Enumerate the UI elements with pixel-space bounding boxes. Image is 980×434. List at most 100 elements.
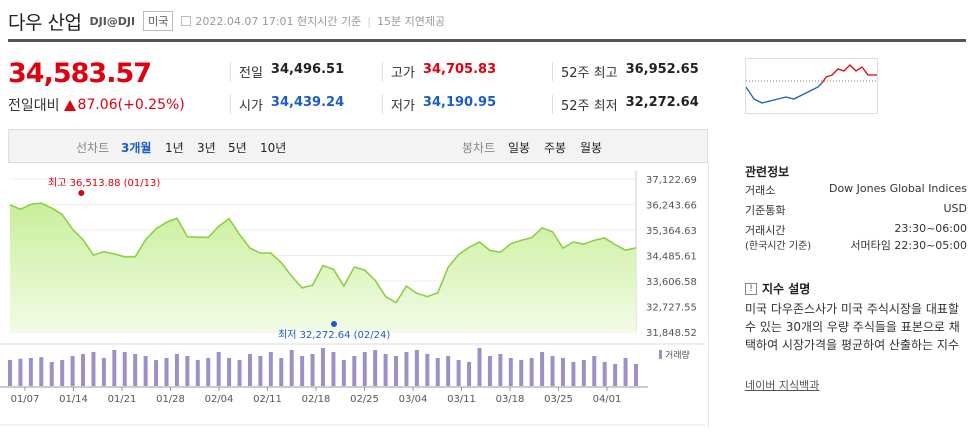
volume-bar — [592, 356, 597, 386]
chart-tabs: 선차트 3개월 1년 3년 5년 10년 봉차트 일봉 주봉 월봉 — [8, 129, 708, 163]
stat-open: 시가 34,439.24 — [230, 95, 344, 114]
tab-weekly[interactable]: 주봉 — [544, 141, 567, 155]
volume-bar — [581, 360, 586, 386]
volume-bar — [310, 354, 315, 386]
about-title: 지수 설명 — [762, 282, 811, 296]
index-name: 다우 산업 — [8, 11, 82, 34]
stat-label: 52주 최저 — [552, 95, 618, 114]
volume-bar — [425, 354, 430, 386]
source-link[interactable]: 네이버 지식백과 — [745, 379, 820, 392]
volume-bar — [195, 360, 200, 386]
high-annotation: 최고 36,513.88 (01/13) — [48, 177, 160, 189]
volume-bar — [571, 362, 576, 386]
mini-chart-svg — [745, 64, 877, 104]
volume-bar — [373, 350, 378, 386]
timestamp: 2022.04.07 17:01 현지시간 기준 | 15분 지연제공 — [181, 13, 445, 29]
stat-label: 52주 최고 — [552, 62, 618, 81]
stat-label: 전일 — [230, 62, 263, 81]
delay-notice: 15분 지연제공 — [376, 15, 446, 28]
x-tick-label: 04/01 — [593, 394, 622, 405]
time-basis: 현지시간 기준 — [297, 15, 362, 28]
volume-bar — [435, 358, 440, 386]
y-tick-label: 37,122.69 — [646, 175, 697, 186]
volume-bar — [560, 358, 565, 386]
x-tick-label: 02/04 — [205, 394, 234, 405]
volume-bar — [540, 352, 545, 386]
tab-candle-chart-label: 봉차트 — [462, 141, 496, 155]
volume-bar — [446, 356, 451, 386]
page-header: 다우 산업 DJI@DJI 미국 2022.04.07 17:01 현지시간 기… — [8, 8, 445, 34]
mini-chart[interactable] — [745, 58, 878, 114]
volume-bar — [394, 356, 399, 386]
volume-bar — [331, 352, 336, 386]
tab-monthly[interactable]: 월봉 — [580, 141, 603, 155]
high-marker — [78, 190, 85, 196]
volume-bar — [519, 360, 524, 386]
info-icon: ! — [745, 282, 757, 295]
price-area — [10, 203, 636, 332]
stat-high: 고가 34,705.83 — [382, 62, 496, 81]
datetime: 2022.04.07 17:01 — [195, 14, 294, 28]
volume-bar — [81, 354, 86, 386]
change-value: 87.06 — [77, 97, 118, 113]
about-heading: ! 지수 설명 — [745, 280, 810, 297]
tab-5year[interactable]: 5년 — [228, 141, 247, 155]
y-tick-label: 36,243.66 — [646, 201, 697, 212]
stat-52w-low: 52주 최저 32,272.64 — [552, 95, 699, 114]
volume-bar — [550, 356, 555, 386]
about-text: 미국 다우존스사가 미국 주식시장을 대표할 수 있는 30개의 우량 주식들을… — [745, 302, 960, 352]
volume-bar — [456, 360, 461, 386]
volume-bar — [8, 360, 12, 386]
volume-bar — [122, 352, 127, 386]
market-badge: 미국 — [143, 11, 174, 31]
volume-bar — [206, 358, 211, 386]
header-divider — [8, 39, 966, 42]
info-label: 기준통화 — [745, 204, 786, 217]
volume-bar — [508, 358, 513, 386]
info-currency: 기준통화 USD — [745, 202, 967, 218]
low-marker — [331, 321, 337, 327]
tab-3month[interactable]: 3개월 — [121, 141, 152, 155]
info-sublabel: (한국시간 기준) — [745, 241, 812, 252]
y-tick-label: 35,364.63 — [646, 226, 697, 237]
x-tick-label: 03/11 — [447, 394, 476, 405]
section-divider — [708, 163, 709, 428]
volume-bar — [529, 358, 534, 386]
volume-bar — [174, 354, 179, 386]
mini-chart-line-high — [821, 64, 877, 84]
x-tick-label: 02/25 — [350, 394, 379, 405]
tab-10year[interactable]: 10년 — [260, 141, 287, 155]
volume-label: 거래량 — [665, 349, 690, 361]
volume-bar — [28, 358, 33, 386]
info-value: Dow Jones Global Indices — [828, 182, 967, 195]
change-percent: (+0.25%) — [117, 97, 185, 113]
price-line — [9, 202, 637, 304]
stat-value: 34,439.24 — [270, 95, 345, 110]
volume-bar — [341, 360, 346, 386]
mini-chart-line-low — [745, 82, 823, 104]
tab-1year[interactable]: 1년 — [165, 141, 184, 155]
change-label: 전일대비 — [8, 98, 60, 114]
tab-line-chart-label: 선차트 — [76, 141, 110, 155]
stat-value: 34,705.83 — [422, 62, 497, 77]
info-exchange: 거래소 Dow Jones Global Indices — [745, 182, 967, 198]
x-tick-label: 03/25 — [544, 394, 573, 405]
x-tick-label: 01/07 — [11, 394, 40, 405]
clock-icon — [181, 16, 192, 26]
price-chart[interactable]: 37,122.69 36,243.66 35,364.63 34,485.61 33,6… — [0, 163, 705, 428]
info-label: 거래시간 — [745, 224, 786, 237]
volume-bar — [352, 356, 357, 386]
stat-value: 34,190.95 — [422, 95, 497, 110]
volume-bar — [258, 356, 263, 386]
volume-bar — [404, 352, 409, 386]
volume-bar — [477, 348, 482, 386]
volume-bar — [112, 350, 117, 386]
volume-bar — [602, 362, 607, 386]
volume-bar — [321, 348, 325, 386]
tab-daily[interactable]: 일봉 — [508, 141, 531, 155]
tab-3year[interactable]: 3년 — [197, 141, 216, 155]
volume-bar — [18, 358, 23, 386]
x-tick-label: 03/04 — [399, 394, 428, 405]
volume-bar — [487, 356, 492, 386]
volume-bar — [60, 360, 65, 386]
